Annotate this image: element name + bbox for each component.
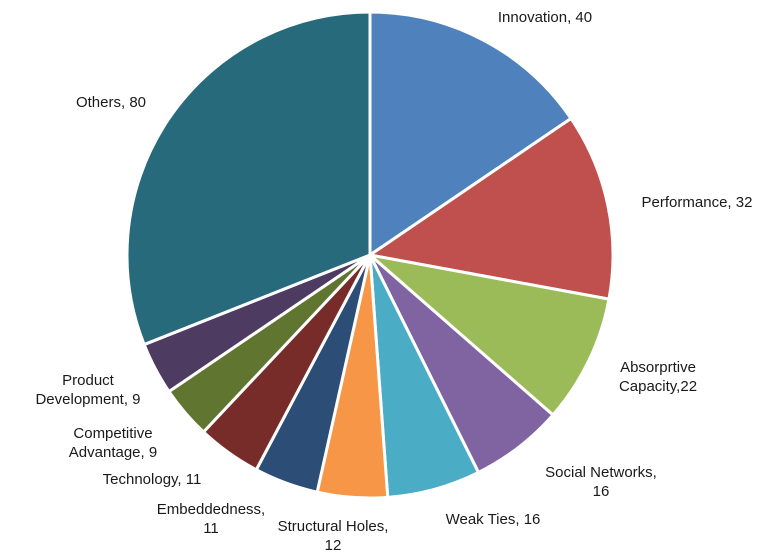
slice-label-line: Embeddedness,: [157, 501, 265, 518]
slice-label-line: Development, 9: [35, 391, 140, 408]
slice-label-5: Structural Holes, 12: [278, 518, 389, 554]
slice-label-line: Weak Ties, 16: [446, 511, 541, 528]
slice-label-9: Product Development, 9: [35, 372, 140, 408]
pie-labels: Innovation, 40 Performance, 32 Absorprtive…: [35, 9, 752, 554]
slice-label-line: Capacity,22: [619, 378, 697, 395]
pie-slice-10: [125, 10, 372, 347]
slice-label-line: Product: [62, 372, 115, 389]
slice-label-10: Others, 80: [76, 94, 146, 111]
slice-label-line: Competitive: [73, 425, 152, 442]
pie-slices: [125, 10, 615, 500]
slice-label-8: Competitive Advantage, 9: [69, 425, 157, 461]
slice-label-line: 12: [325, 537, 342, 554]
slice-label-1: Performance, 32: [642, 194, 753, 211]
slice-label-line: Structural Holes,: [278, 518, 389, 535]
pie-slice-1: [368, 116, 615, 301]
slice-label-6: Embeddedness, 11: [157, 501, 265, 537]
slice-label-line: Social Networks,: [545, 464, 657, 481]
slice-label-line: Innovation, 40: [498, 9, 592, 26]
pie-slice-0: [368, 10, 573, 257]
slice-label-3: Social Networks, 16: [545, 464, 657, 500]
pie-slice-2: [368, 253, 611, 417]
slice-label-line: Absorprtive: [620, 359, 696, 376]
slice-label-line: Advantage, 9: [69, 444, 157, 461]
slice-label-0: Innovation, 40: [498, 9, 592, 26]
slice-label-7: Technology, 11: [103, 471, 202, 488]
slice-label-line: Technology, 11: [103, 471, 202, 488]
slice-label-4: Weak Ties, 16: [446, 511, 541, 528]
slice-label-line: 11: [203, 520, 219, 537]
slice-label-2: Absorprtive Capacity,22: [619, 359, 697, 395]
slice-label-line: Performance, 32: [642, 194, 753, 211]
slice-label-line: 16: [593, 483, 610, 500]
slice-label-line: Others, 80: [76, 94, 146, 111]
